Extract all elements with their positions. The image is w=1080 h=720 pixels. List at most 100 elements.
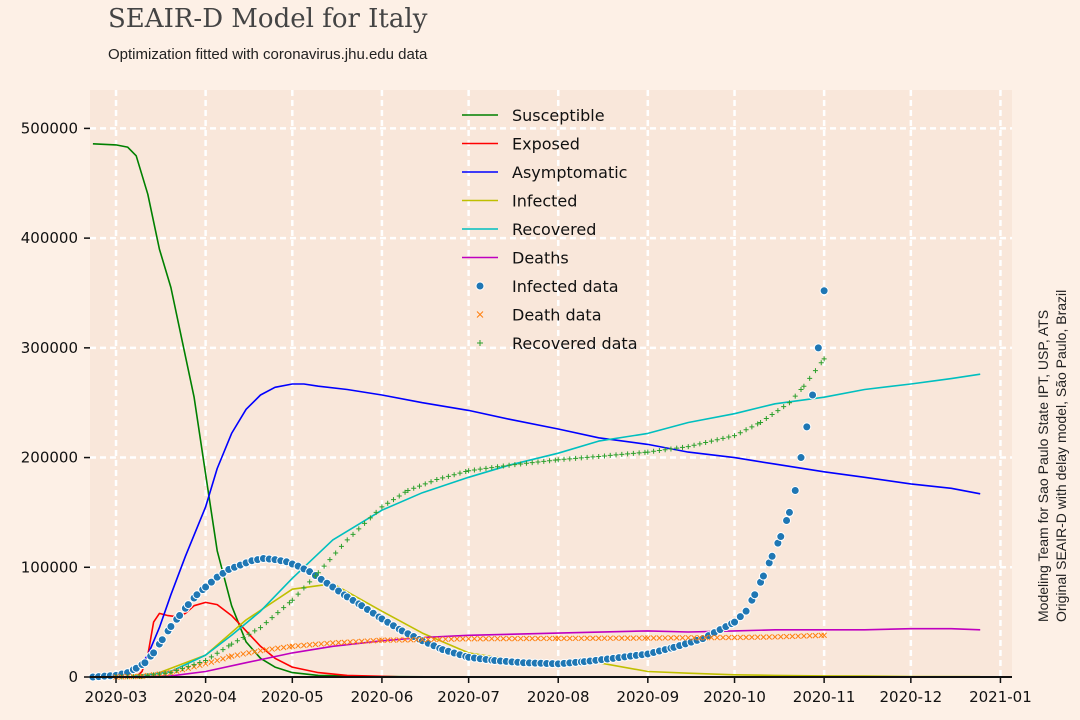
data-point bbox=[385, 500, 391, 506]
legend-item: Susceptible bbox=[462, 106, 605, 125]
data-point bbox=[523, 460, 529, 466]
data-point bbox=[777, 633, 784, 640]
data-point bbox=[656, 448, 662, 454]
x-tick-label: 2020-05 bbox=[261, 688, 324, 706]
data-point bbox=[776, 532, 786, 542]
data-point bbox=[370, 637, 377, 644]
data-point bbox=[315, 570, 321, 576]
data-point bbox=[246, 631, 252, 637]
data-point bbox=[220, 647, 226, 653]
data-point bbox=[783, 633, 790, 640]
data-point bbox=[275, 610, 281, 616]
data-point bbox=[812, 632, 819, 639]
data-point bbox=[601, 453, 607, 459]
data-point bbox=[396, 493, 402, 499]
data-point bbox=[445, 473, 451, 479]
data-point bbox=[789, 633, 796, 640]
data-point bbox=[730, 617, 740, 627]
data-point bbox=[257, 647, 264, 654]
data-point bbox=[819, 286, 829, 296]
data-point bbox=[590, 635, 596, 642]
data-point bbox=[422, 481, 428, 487]
data-point bbox=[772, 634, 778, 640]
data-point bbox=[407, 636, 414, 643]
legend-item: Exposed bbox=[462, 135, 580, 154]
y-tick-label: 300000 bbox=[21, 339, 78, 357]
data-point bbox=[251, 648, 258, 655]
data-point bbox=[252, 628, 258, 634]
data-point bbox=[321, 563, 327, 569]
data-point bbox=[263, 620, 269, 626]
data-point bbox=[275, 645, 281, 652]
data-point bbox=[796, 453, 806, 463]
data-point bbox=[512, 635, 518, 642]
data-point bbox=[500, 463, 506, 469]
data-point bbox=[234, 638, 240, 644]
data-point bbox=[286, 600, 292, 606]
data-point bbox=[754, 634, 761, 641]
data-point bbox=[763, 416, 769, 422]
data-point bbox=[529, 460, 535, 466]
data-point bbox=[295, 642, 301, 649]
data-point bbox=[749, 424, 755, 430]
data-point bbox=[726, 434, 732, 440]
data-point bbox=[500, 635, 507, 642]
data-point bbox=[471, 635, 478, 642]
data-point bbox=[454, 636, 460, 642]
data-point bbox=[703, 439, 709, 445]
data-point bbox=[547, 458, 553, 464]
data-point bbox=[192, 590, 202, 600]
data-point bbox=[506, 462, 512, 468]
data-point bbox=[396, 637, 403, 643]
data-point bbox=[240, 651, 247, 657]
data-point bbox=[442, 636, 449, 643]
data-point bbox=[157, 635, 167, 645]
data-point bbox=[775, 408, 781, 414]
legend-item: Asymptomatic bbox=[462, 163, 627, 182]
data-point bbox=[201, 582, 211, 592]
series-recovered bbox=[127, 373, 981, 678]
legend-label: Recovered data bbox=[512, 334, 638, 353]
data-point bbox=[379, 504, 385, 510]
legend-item: Infected bbox=[462, 192, 577, 211]
data-point bbox=[535, 459, 541, 465]
data-point bbox=[685, 444, 691, 450]
data-point bbox=[714, 634, 721, 641]
data-point bbox=[191, 662, 197, 668]
data-point bbox=[234, 652, 241, 658]
data-point bbox=[416, 483, 422, 489]
data-point bbox=[214, 657, 221, 664]
data-point bbox=[732, 433, 738, 439]
data-point bbox=[197, 660, 203, 666]
data-point bbox=[714, 437, 720, 443]
y-tick-label: 100000 bbox=[21, 558, 78, 576]
data-point bbox=[362, 520, 368, 526]
data-point bbox=[289, 643, 296, 650]
legend-item: Recovered data bbox=[477, 334, 638, 353]
data-point bbox=[613, 452, 619, 458]
data-point bbox=[540, 635, 547, 642]
legend-label: Infected bbox=[512, 192, 577, 211]
data-point bbox=[798, 387, 804, 393]
data-point bbox=[567, 456, 573, 462]
data-point bbox=[483, 465, 489, 471]
data-point bbox=[280, 644, 287, 651]
data-point bbox=[495, 464, 501, 470]
data-point bbox=[488, 635, 495, 642]
data-point bbox=[512, 462, 518, 468]
data-point bbox=[546, 635, 553, 642]
data-point bbox=[523, 635, 530, 642]
legend-swatch bbox=[476, 311, 484, 318]
y-tick-label: 500000 bbox=[21, 119, 78, 137]
x-tick-label: 2020-04 bbox=[174, 688, 237, 706]
plot-area bbox=[90, 90, 1012, 677]
data-point bbox=[312, 641, 319, 648]
series-deaths bbox=[127, 627, 981, 678]
data-point bbox=[812, 368, 818, 374]
data-point bbox=[405, 487, 411, 493]
data-point bbox=[769, 412, 775, 418]
data-point bbox=[350, 531, 356, 537]
data-point bbox=[578, 635, 585, 642]
data-point bbox=[203, 658, 209, 664]
data-point bbox=[175, 611, 185, 621]
